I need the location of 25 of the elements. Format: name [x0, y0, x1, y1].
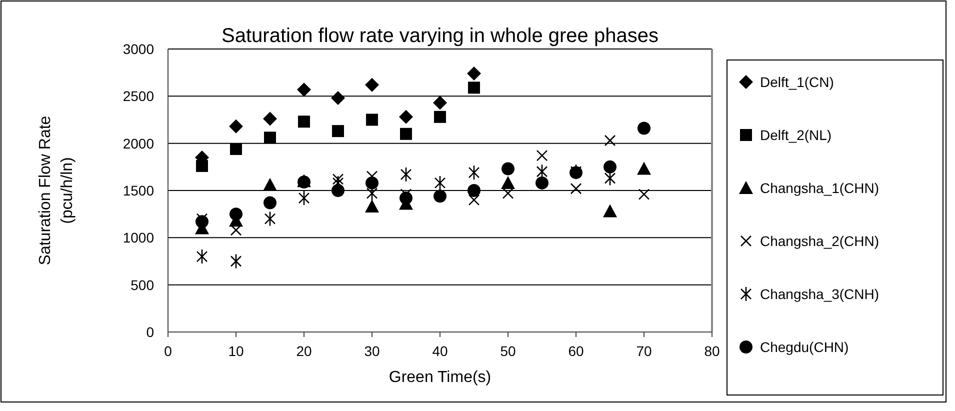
legend-label: Delft_2(NL): [760, 127, 832, 143]
x-tick-label: 40: [432, 343, 448, 359]
legend-label: Changsha_2(CHN): [760, 233, 880, 249]
legend-label: Delft_1(CN): [760, 74, 834, 90]
x-tick-label: 30: [364, 343, 380, 359]
x-tick-label: 50: [500, 343, 516, 359]
y-tick-label: 2000: [122, 135, 154, 152]
y-tick-label: 3000: [122, 41, 154, 57]
x-axis-title: Green Time(s): [388, 369, 492, 386]
x-tick-label: 80: [704, 343, 720, 359]
y-tick-label: 0: [146, 324, 154, 340]
y-tick-label: 2500: [122, 88, 154, 104]
legend-label: Changsha_3(CNH): [760, 286, 880, 302]
y-tick-label: 1000: [122, 230, 154, 246]
y-axis-title: Saturation Flow Rate (pcu/h/ln): [37, 116, 76, 266]
x-tick-label: 60: [568, 343, 584, 359]
x-tick-label: 70: [636, 343, 652, 359]
x-tick-label: 10: [228, 343, 244, 359]
x-tick-label: 0: [164, 343, 172, 359]
chart-title: Saturation flow rate varying in whole gree phases: [222, 25, 658, 47]
legend-label: Changsha_1(CHN): [760, 180, 880, 196]
y-tick-label: 1500: [122, 182, 154, 198]
y-tick-label: 500: [130, 276, 154, 293]
legend-label: Chegdu(CHN): [760, 339, 849, 355]
x-tick-label: 20: [296, 343, 312, 359]
